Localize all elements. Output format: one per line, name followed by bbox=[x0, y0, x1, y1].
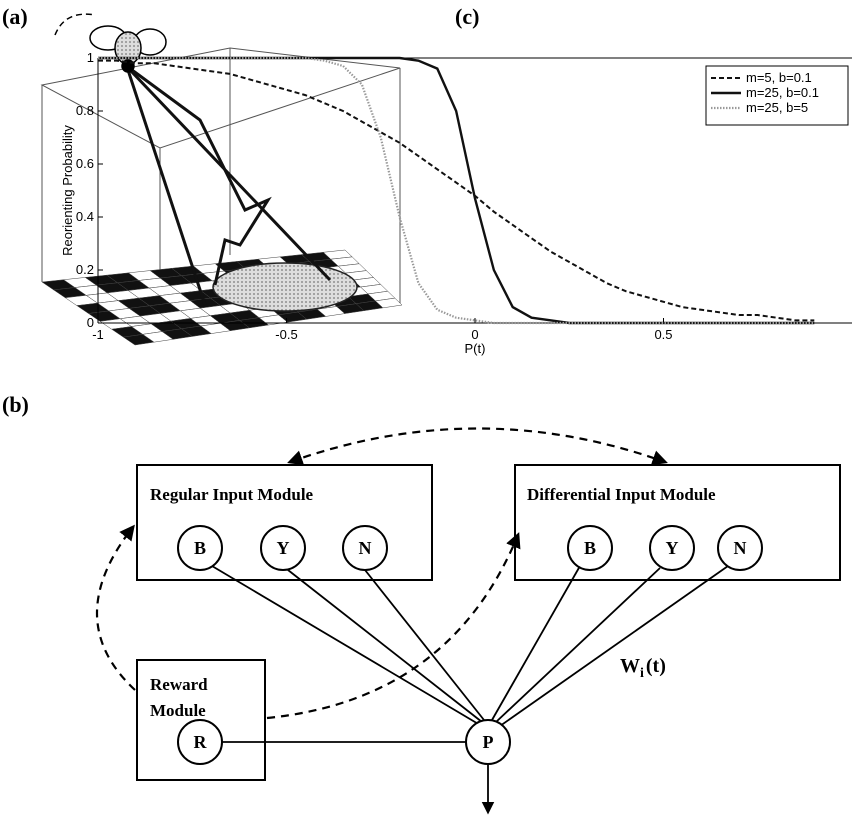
x-tick-label: -1 bbox=[92, 327, 104, 342]
module-title: Module bbox=[150, 701, 206, 720]
legend-label: m=25, b=0.1 bbox=[746, 85, 819, 100]
node-label: N bbox=[359, 538, 372, 558]
box-top bbox=[42, 48, 400, 148]
node-label: B bbox=[584, 538, 596, 558]
y-axis-label: Reorienting Probability bbox=[60, 125, 75, 256]
weight-arg: (t) bbox=[646, 655, 666, 677]
weight-sub: i bbox=[640, 666, 644, 681]
x-tick-label: 0.5 bbox=[654, 327, 672, 342]
weight-base: W bbox=[620, 655, 640, 677]
node-label: B bbox=[194, 538, 206, 558]
module-title: Reward bbox=[150, 675, 208, 694]
legend-label: m=5, b=0.1 bbox=[746, 70, 812, 85]
x-axis-label: P(t) bbox=[465, 341, 486, 356]
legend-label: m=25, b=5 bbox=[746, 100, 808, 115]
dashed-link bbox=[97, 527, 135, 690]
module-title: Differential Input Module bbox=[527, 485, 716, 504]
connection bbox=[288, 570, 482, 722]
connection bbox=[492, 566, 580, 720]
node-label: P bbox=[483, 732, 494, 752]
figure: (a) (c) (b) 00.20.40.60.81-1-0.500.5P(t)… bbox=[0, 0, 854, 821]
dashed-link bbox=[290, 429, 665, 463]
network-diagram: B Y N B Y N R P Regular Input Module Differenti… bbox=[97, 429, 840, 813]
panel-label: (a) bbox=[2, 4, 28, 29]
panel-label: (b) bbox=[2, 392, 29, 417]
flower-patch bbox=[213, 263, 357, 311]
y-tick-label: 1 bbox=[87, 50, 94, 65]
y-tick-label: 0.8 bbox=[76, 103, 94, 118]
panel-label: (c) bbox=[455, 4, 479, 29]
y-tick-label: 0.2 bbox=[76, 262, 94, 277]
connection bbox=[496, 568, 660, 722]
x-tick-label: -0.5 bbox=[275, 327, 297, 342]
node-label: R bbox=[194, 732, 208, 752]
weight-label: Wi(t) bbox=[620, 655, 666, 681]
node-label: Y bbox=[277, 538, 290, 558]
flight-path bbox=[132, 70, 268, 285]
node-label: N bbox=[734, 538, 747, 558]
y-tick-label: 0.6 bbox=[76, 156, 94, 171]
connection bbox=[212, 566, 480, 725]
module-title: Regular Input Module bbox=[150, 485, 314, 504]
x-tick-label: 0 bbox=[471, 327, 478, 342]
bee-trail bbox=[55, 14, 95, 35]
dashed-link bbox=[267, 535, 518, 718]
node-label: Y bbox=[666, 538, 679, 558]
y-tick-label: 0.4 bbox=[76, 209, 94, 224]
